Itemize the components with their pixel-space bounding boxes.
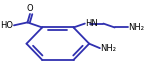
Text: HO: HO [0,21,13,30]
Text: HN: HN [85,19,98,28]
Text: NH₂: NH₂ [100,44,116,53]
Text: O: O [27,4,33,13]
Text: NH₂: NH₂ [128,23,144,32]
